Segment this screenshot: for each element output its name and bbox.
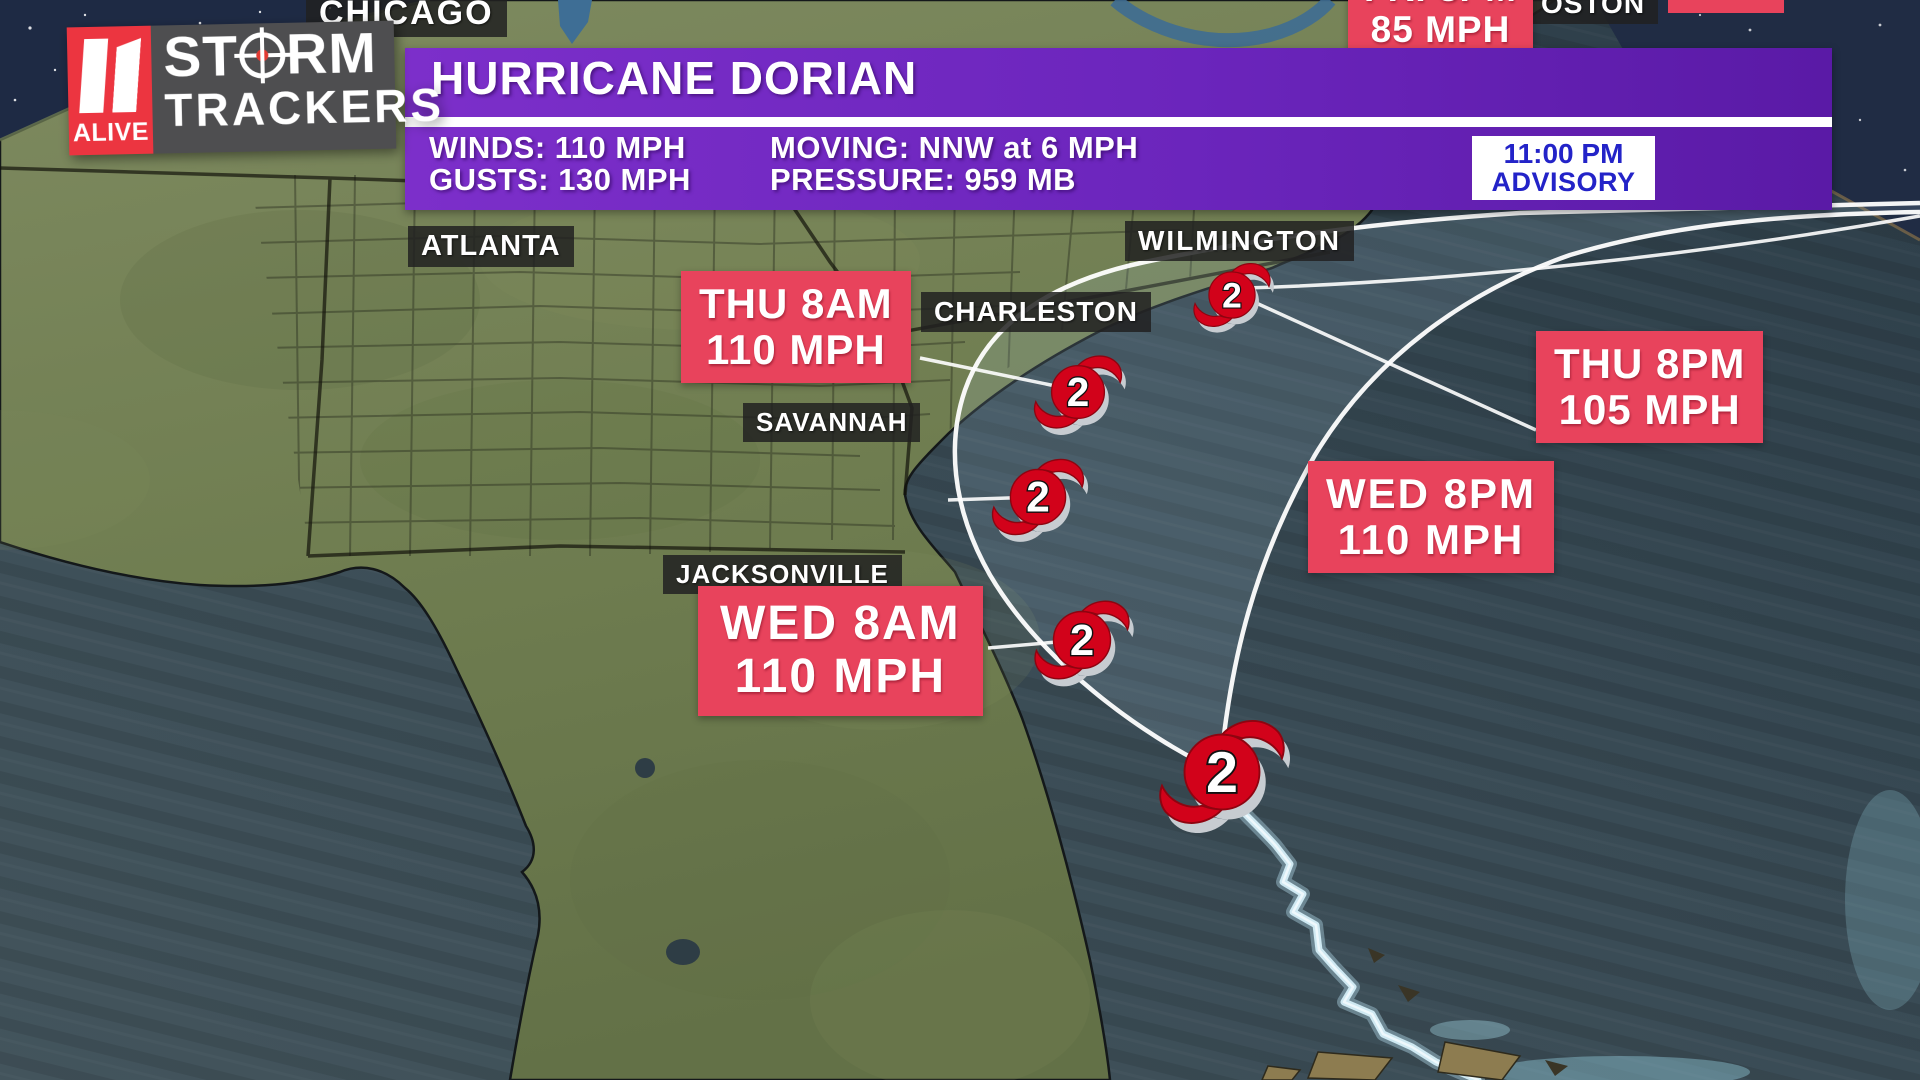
river <box>1110 0 1336 48</box>
brand-storm-st: ST <box>162 23 239 90</box>
forecast-label-fri-8pm: FRI 8PM 85 MPH <box>1348 0 1533 57</box>
forecast-time: FRI 8PM <box>1364 0 1517 9</box>
forecast-cone-fill <box>954 203 1920 772</box>
brand-storm-rm: RM <box>285 20 378 87</box>
city-label-savannah: SAVANNAH <box>743 403 921 442</box>
forecast-label-thu-8pm: THU 8PM 105 MPH <box>1536 331 1764 444</box>
hurricane-icon-wed-8am: 2 <box>1035 601 1134 686</box>
city-label-charleston: CHARLESTON <box>921 292 1151 332</box>
svg-text:2: 2 <box>1070 616 1094 665</box>
storm-title: HURRICANE DORIAN <box>431 52 918 104</box>
station-logo-11alive: ALIVE <box>66 25 154 156</box>
past-track-line <box>1225 793 1485 1080</box>
city-label-boston: OSTON <box>1528 0 1659 24</box>
hurricane-icon-wed-8pm: 2 <box>993 459 1089 541</box>
svg-text:2: 2 <box>1206 741 1238 805</box>
hurricane-icon-thu-8pm: 2 <box>1194 264 1274 333</box>
forecast-wind: 105 MPH <box>1558 386 1741 434</box>
forecast-wind: 110 MPH <box>734 649 947 703</box>
forecast-wind: 110 MPH <box>1337 516 1525 564</box>
clipped-label-fragment <box>1668 0 1784 13</box>
forecast-time: WED 8PM <box>1326 470 1537 517</box>
city-label-wilmington: WILMINGTON <box>1125 221 1355 261</box>
bahamas-islands <box>1261 790 1920 1080</box>
station-logo: ALIVE ST RM TRACKERS <box>66 20 445 156</box>
city-label-chicago: CHICAGO <box>306 0 507 37</box>
banner-divider <box>405 117 1832 127</box>
storm-info-banner: HURRICANE DORIAN WINDS: 110 MPH GUSTS: 1… <box>405 48 1832 210</box>
advisory-label: ADVISORY <box>1491 166 1636 197</box>
station-name: ALIVE <box>72 117 150 148</box>
eleven-bars-icon <box>78 38 139 114</box>
advisory-time: 11:00 PM <box>1503 137 1624 169</box>
forecast-time: THU 8PM <box>1554 340 1746 387</box>
crosshair-icon <box>238 31 286 79</box>
forecast-time: WED 8AM <box>720 597 961 650</box>
stat-moving: MOVING: NNW at 6 MPH <box>770 130 1139 165</box>
forecast-label-wed-8am: WED 8AM 110 MPH <box>698 586 983 716</box>
forecast-label-thu-8am: THU 8AM 110 MPH <box>681 271 911 384</box>
land-southeast-us <box>0 0 1558 1080</box>
forecast-wind: 110 MPH <box>705 326 886 374</box>
svg-text:2: 2 <box>1026 474 1050 521</box>
forecast-time: THU 8AM <box>699 280 893 327</box>
lake <box>635 758 655 778</box>
advisory-box: 11:00 PM ADVISORY <box>1472 136 1655 200</box>
city-label-atlanta: ATLANTA <box>408 226 574 267</box>
hurricane-icon-thu-8am: 2 <box>1034 356 1125 435</box>
lake-michigan <box>558 0 592 44</box>
forecast-wind: 85 MPH <box>1370 9 1511 51</box>
stat-gusts: GUSTS: 130 MPH <box>429 162 691 197</box>
stat-pressure: PRESSURE: 959 MB <box>770 162 1077 197</box>
forecast-cone-right-edge <box>1217 209 1920 773</box>
storm-trackers-brand: ST RM TRACKERS <box>150 20 445 154</box>
brand-storm: ST RM <box>162 20 385 90</box>
svg-text:2: 2 <box>1067 369 1090 415</box>
svg-text:2: 2 <box>1222 275 1242 315</box>
forecast-label-wed-8pm: WED 8PM 110 MPH <box>1308 461 1555 574</box>
hurricane-icon-current: 2 <box>1160 721 1290 833</box>
brand-trackers: TRACKERS <box>163 78 445 137</box>
stat-winds: WINDS: 110 MPH <box>429 130 686 165</box>
lake-okeechobee <box>666 939 700 965</box>
